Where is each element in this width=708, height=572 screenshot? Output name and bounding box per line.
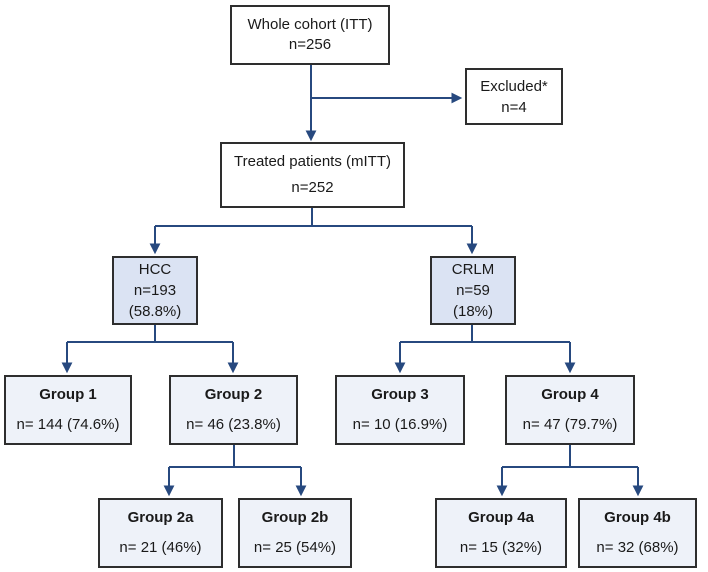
node-title: Group 4a bbox=[468, 509, 534, 526]
node-value: n= 32 (68%) bbox=[596, 539, 679, 556]
node-group-2b: Group 2b n= 25 (54%) bbox=[238, 498, 352, 568]
node-group-4b: Group 4b n= 32 (68%) bbox=[578, 498, 697, 568]
node-value: n= 21 (46%) bbox=[119, 539, 202, 556]
node-excluded: Excluded* n=4 bbox=[465, 68, 563, 125]
node-group-2: Group 2 n= 46 (23.8%) bbox=[169, 375, 298, 445]
node-group-4a: Group 4a n= 15 (32%) bbox=[435, 498, 567, 568]
node-title: Group 2b bbox=[261, 509, 329, 526]
node-value: n= 15 (32%) bbox=[459, 539, 543, 556]
node-crlm: CRLM n=59 (18%) bbox=[430, 256, 516, 325]
node-group-2a: Group 2a n= 21 (46%) bbox=[98, 498, 223, 568]
node-title: Excluded* bbox=[480, 77, 548, 95]
node-title: Whole cohort (ITT) bbox=[247, 16, 373, 33]
node-title: Treated patients (mITT) bbox=[234, 153, 391, 170]
node-group-1: Group 1 n= 144 (74.6%) bbox=[4, 375, 132, 445]
node-value: n=59 bbox=[456, 282, 490, 299]
node-percent: (58.8%) bbox=[128, 303, 182, 320]
node-value: n=193 bbox=[133, 282, 177, 299]
node-value: n= 47 (79.7%) bbox=[522, 416, 618, 433]
node-title: CRLM bbox=[451, 261, 495, 278]
node-value: n=256 bbox=[288, 36, 332, 53]
node-title: Group 3 bbox=[371, 386, 429, 403]
node-value: n= 10 (16.9%) bbox=[352, 416, 448, 433]
node-title: Group 1 bbox=[39, 386, 97, 403]
node-whole-cohort: Whole cohort (ITT) n=256 bbox=[230, 5, 390, 65]
node-percent: (18%) bbox=[452, 303, 493, 320]
node-title: Group 4 bbox=[541, 386, 599, 403]
node-hcc: HCC n=193 (58.8%) bbox=[112, 256, 198, 325]
node-title: Group 4b bbox=[604, 509, 671, 526]
node-value: n=252 bbox=[291, 179, 334, 196]
node-treated-patients: Treated patients (mITT) n=252 bbox=[220, 142, 405, 208]
node-value: n= 25 (54%) bbox=[253, 539, 337, 556]
node-group-3: Group 3 n= 10 (16.9%) bbox=[335, 375, 465, 445]
node-title: Group 2a bbox=[127, 509, 194, 526]
node-value: n=4 bbox=[501, 98, 527, 116]
node-value: n= 144 (74.6%) bbox=[16, 416, 120, 433]
node-value: n= 46 (23.8%) bbox=[186, 416, 281, 433]
node-group-4: Group 4 n= 47 (79.7%) bbox=[505, 375, 635, 445]
node-title: HCC bbox=[138, 261, 172, 278]
node-title: Group 2 bbox=[204, 386, 263, 403]
